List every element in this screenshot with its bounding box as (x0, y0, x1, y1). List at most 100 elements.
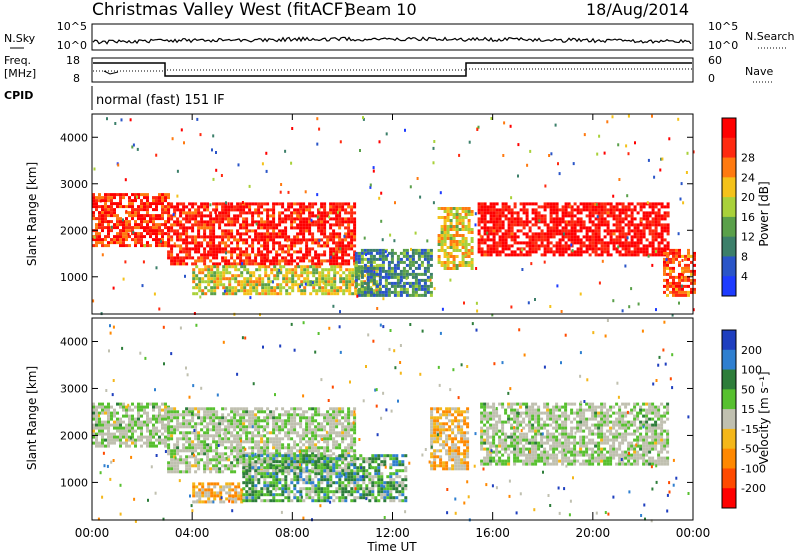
heatmap-cell (341, 262, 345, 266)
heatmap-cell (269, 226, 273, 230)
noise-cell (278, 268, 281, 272)
heatmap-cell (282, 286, 286, 290)
heatmap-cell (332, 416, 336, 420)
heatmap-cell (285, 271, 289, 275)
heatmap-cell (297, 265, 301, 269)
heatmap-cell (350, 446, 354, 450)
heatmap-cell (107, 444, 110, 448)
heatmap-cell (642, 235, 646, 239)
heatmap-cell (510, 214, 514, 218)
heatmap-cell (341, 434, 345, 438)
heatmap-cell (287, 431, 291, 435)
noise-cell (612, 299, 615, 303)
heatmap-cell (236, 208, 240, 212)
heatmap-cell (354, 254, 358, 258)
heatmap-cell (330, 277, 334, 281)
heatmap-cell (173, 431, 177, 435)
heatmap-cell (236, 253, 240, 257)
heatmap-cell (531, 241, 535, 245)
heatmap-cell (263, 253, 267, 257)
heatmap-cell (320, 232, 324, 236)
heatmap-cell (296, 238, 300, 242)
heatmap-cell (492, 247, 496, 251)
heatmap-cell (396, 272, 400, 276)
heatmap-cell (315, 292, 319, 296)
heatmap-cell (239, 253, 243, 257)
heatmap-cell (134, 241, 137, 245)
heatmap-cell (179, 455, 183, 459)
heatmap-cell (294, 283, 298, 287)
heatmap-cell (501, 232, 505, 236)
heatmap-cell (561, 244, 565, 248)
heatmap-cell (552, 232, 556, 236)
heatmap-cell (134, 208, 137, 212)
heatmap-cell (201, 280, 205, 284)
heatmap-cell (245, 499, 249, 503)
heatmap-cell (495, 202, 499, 206)
heatmap-cell (137, 238, 140, 242)
heatmap-cell (467, 231, 471, 234)
heatmap-cell (110, 405, 113, 409)
heatmap-cell (269, 220, 273, 224)
heatmap-cell (314, 449, 318, 453)
heatmap-cell (645, 223, 649, 227)
heatmap-cell (161, 193, 164, 197)
heatmap-cell (222, 274, 226, 278)
heatmap-cell (92, 426, 95, 430)
heatmap-cell (341, 431, 345, 435)
heatmap-cell (284, 419, 288, 423)
heatmap-cell (98, 205, 101, 209)
heatmap-cell (329, 238, 333, 242)
heatmap-cell (164, 402, 167, 406)
heatmap-cell (314, 413, 318, 417)
heatmap-cell (369, 272, 373, 276)
heatmap-cell (314, 262, 318, 266)
heatmap-cell (200, 217, 204, 221)
heatmap-cell (119, 444, 122, 448)
heatmap-cell (98, 193, 101, 197)
heatmap-cell (242, 425, 246, 429)
heatmap-cell (633, 244, 637, 248)
heatmap-cell (218, 250, 222, 254)
heatmap-cell (200, 202, 204, 206)
heatmap-cell (411, 275, 415, 279)
heatmap-cell (320, 244, 324, 248)
heatmap-cell (231, 292, 235, 296)
heatmap-cell (537, 211, 541, 215)
heatmap-cell (263, 247, 267, 251)
heatmap-cell (437, 207, 441, 210)
heatmap-cell (446, 228, 450, 231)
heatmap-cell (606, 241, 610, 245)
heatmap-cell (278, 416, 282, 420)
heatmap-cell (633, 205, 637, 209)
heatmap-cell (522, 232, 526, 236)
heatmap-cell (531, 247, 535, 251)
heatmap-cell (125, 238, 128, 242)
heatmap-cell (104, 238, 107, 242)
heatmap-cell (420, 272, 424, 276)
heatmap-cell (164, 208, 167, 212)
heatmap-cell (263, 493, 267, 497)
heatmap-cell (627, 208, 631, 212)
heatmap-cell (263, 434, 267, 438)
heatmap-cell (332, 259, 336, 263)
heatmap-cell (278, 428, 282, 432)
heatmap-cell (663, 272, 666, 276)
heatmap-cell (335, 259, 339, 263)
heatmap-cell (279, 268, 283, 272)
heatmap-cell (455, 249, 459, 252)
heatmap-cell (95, 432, 98, 436)
heatmap-cell (549, 226, 553, 230)
heatmap-cell (363, 257, 367, 261)
heatmap-cell (213, 289, 217, 293)
heatmap-cell (236, 458, 240, 462)
heatmap-cell (215, 413, 219, 417)
heatmap-cell (684, 284, 687, 288)
heatmap-cell (642, 211, 646, 215)
heatmap-cell (393, 287, 397, 291)
heatmap-cell (624, 241, 628, 245)
heatmap-cell (230, 434, 234, 438)
heatmap-cell (335, 208, 339, 212)
heatmap-cell (585, 238, 589, 242)
